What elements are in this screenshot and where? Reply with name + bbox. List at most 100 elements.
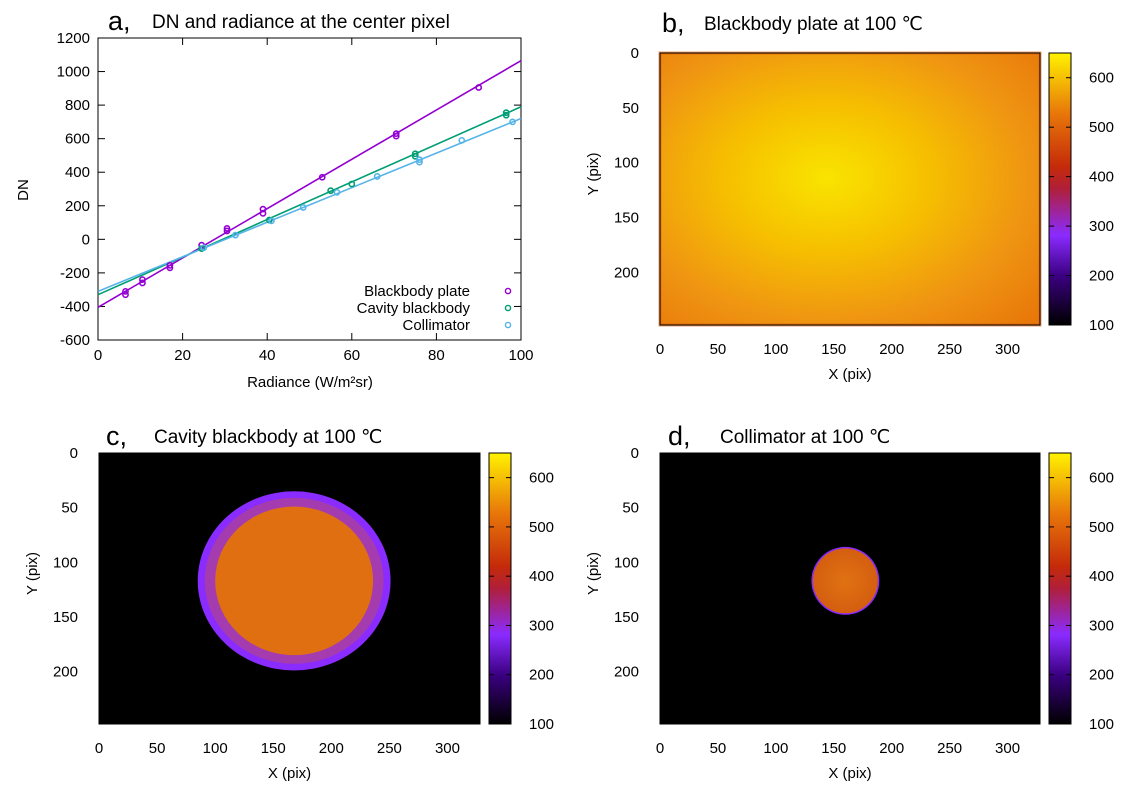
y-axis-label: Y (pix) bbox=[585, 552, 602, 595]
heatmap-frame bbox=[659, 452, 1041, 725]
data-point-series-0 bbox=[122, 287, 129, 295]
cavity-inner-disk bbox=[215, 506, 374, 656]
legend-label-0: Blackbody plate bbox=[364, 283, 470, 300]
colorbar-tick-label: 500 bbox=[1089, 519, 1114, 536]
x-tick-label: 50 bbox=[710, 341, 727, 358]
x-tick-label: 100 bbox=[763, 740, 788, 757]
y-axis-label: Y (pix) bbox=[24, 552, 41, 595]
data-point-series-0 bbox=[475, 84, 483, 91]
data-point-series-0 bbox=[139, 279, 146, 287]
data-point-series-0 bbox=[223, 225, 231, 232]
legend-marker-2 bbox=[504, 321, 512, 329]
colorbar-tick-label: 400 bbox=[1089, 169, 1114, 186]
collimator-spot bbox=[812, 548, 878, 614]
y-tick-label: 150 bbox=[614, 210, 639, 227]
y-tick-label: 200 bbox=[614, 664, 639, 681]
x-tick-label: 150 bbox=[261, 740, 286, 757]
heatmap-frame bbox=[659, 52, 1041, 326]
panel-b-title: Blackbody plate at 100 ℃ bbox=[704, 14, 923, 35]
y-axis-label: Y (pix) bbox=[585, 152, 602, 195]
x-tick-label: 0 bbox=[94, 347, 102, 364]
panel-a-fit-lines bbox=[97, 59, 522, 308]
y-tick-label: 100 bbox=[614, 155, 639, 172]
panel-c-title: Cavity blackbody at 100 ℃ bbox=[154, 427, 382, 448]
data-point-series-2 bbox=[299, 204, 307, 211]
x-tick-label: 50 bbox=[149, 740, 166, 757]
colorbar bbox=[488, 452, 512, 725]
fit-line-series-1 bbox=[97, 106, 522, 296]
colorbar bbox=[1048, 452, 1072, 725]
colorbar-tick-label: 100 bbox=[1089, 716, 1114, 733]
x-tick-label: 200 bbox=[879, 740, 904, 757]
x-tick-label: 250 bbox=[937, 740, 962, 757]
data-point-series-2 bbox=[509, 118, 516, 126]
data-point-series-0 bbox=[122, 291, 129, 299]
colorbar-tick-label: 200 bbox=[1089, 667, 1114, 684]
x-tick-label: 100 bbox=[508, 347, 533, 364]
y-tick-label: 150 bbox=[614, 609, 639, 626]
colorbar-tick-label: 500 bbox=[529, 519, 554, 536]
x-tick-label: 0 bbox=[656, 740, 664, 757]
data-point-series-1 bbox=[502, 109, 510, 117]
x-tick-label: 40 bbox=[259, 347, 276, 364]
colorbar-tick-label: 600 bbox=[1089, 70, 1114, 87]
legend-label-2: Collimator bbox=[402, 317, 470, 334]
x-tick-label: 0 bbox=[95, 740, 103, 757]
data-point-series-2 bbox=[373, 173, 381, 180]
data-point-series-2 bbox=[200, 244, 208, 252]
panel-a-line-chart: a, DN and radiance at the center pixel -… bbox=[15, 6, 534, 391]
y-tick-label: -200 bbox=[60, 265, 90, 282]
colorbar bbox=[1048, 52, 1072, 326]
x-tick-label: 250 bbox=[377, 740, 402, 757]
y-tick-label: 800 bbox=[65, 97, 90, 114]
data-point-series-0 bbox=[166, 264, 174, 272]
data-point-series-1 bbox=[411, 150, 419, 158]
x-tick-label: 0 bbox=[656, 341, 664, 358]
y-tick-label: 50 bbox=[61, 500, 78, 517]
panel-d-heatmap: d, Collimator at 100 ℃ 0 50 100 150 200 250 30… bbox=[585, 421, 1114, 782]
data-point-series-1 bbox=[411, 152, 419, 160]
y-tick-label: 200 bbox=[53, 664, 78, 681]
y-tick-label: 1000 bbox=[57, 64, 90, 81]
panel-a-plot-frame bbox=[97, 37, 522, 341]
panel-d-title: Collimator at 100 ℃ bbox=[720, 427, 890, 448]
y-tick-label: 200 bbox=[65, 198, 90, 215]
y-tick-label: 400 bbox=[65, 164, 90, 181]
heatmap-image bbox=[660, 53, 1040, 325]
data-point-series-0 bbox=[318, 173, 326, 181]
data-point-series-2 bbox=[268, 217, 275, 225]
data-point-series-0 bbox=[223, 227, 231, 235]
y-tick-label: 600 bbox=[65, 131, 90, 148]
panel-a-x-ticks: 0 20 40 60 80 100 bbox=[94, 38, 534, 364]
y-tick-label: 0 bbox=[631, 45, 639, 62]
legend-marker-0 bbox=[504, 287, 512, 295]
x-tick-label: 300 bbox=[435, 740, 460, 757]
data-point-series-1 bbox=[348, 180, 356, 188]
y-tick-label: 50 bbox=[622, 100, 639, 117]
x-tick-label: 250 bbox=[937, 341, 962, 358]
colorbar-tick-label: 300 bbox=[1089, 617, 1114, 634]
heatmap-frame bbox=[98, 452, 481, 725]
data-point-series-0 bbox=[259, 205, 267, 213]
panel-a-x-axis-label: Radiance (W/m²sr) bbox=[247, 374, 373, 391]
colorbar-tick-label: 600 bbox=[1089, 470, 1114, 487]
x-tick-label: 200 bbox=[879, 341, 904, 358]
y-tick-label: 0 bbox=[631, 445, 639, 462]
x-axis-label: X (pix) bbox=[828, 765, 871, 782]
colorbar-tick-label: 500 bbox=[1089, 119, 1114, 136]
data-point-series-2 bbox=[458, 136, 466, 144]
data-point-series-0 bbox=[392, 130, 400, 138]
legend-label-1: Cavity blackbody bbox=[357, 300, 471, 317]
data-point-series-2 bbox=[232, 231, 239, 239]
data-point-series-0 bbox=[139, 276, 146, 283]
y-tick-label: 0 bbox=[82, 231, 90, 248]
x-tick-label: 150 bbox=[821, 740, 846, 757]
x-tick-label: 100 bbox=[203, 740, 228, 757]
panel-b-letter: b, bbox=[662, 8, 685, 38]
data-point-series-2 bbox=[416, 156, 423, 164]
panel-a-title: DN and radiance at the center pixel bbox=[152, 12, 450, 33]
x-tick-label: 300 bbox=[995, 341, 1020, 358]
data-point-series-0 bbox=[259, 209, 267, 217]
